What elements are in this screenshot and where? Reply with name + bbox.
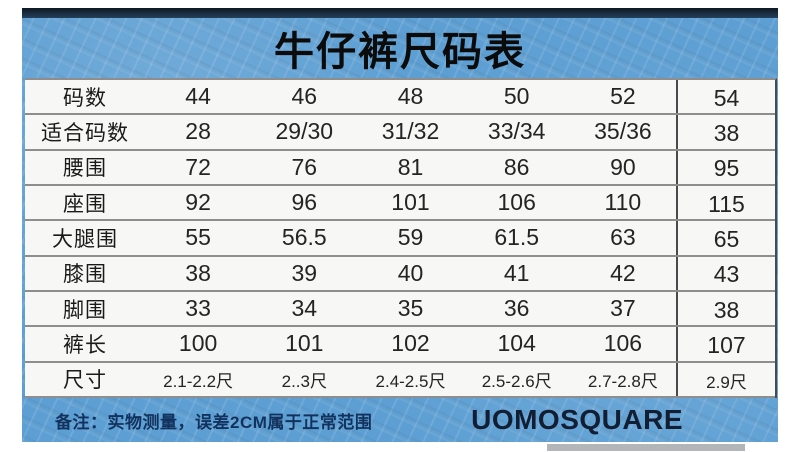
table-cell: 34 — [291, 295, 318, 322]
size-table: 码数 44 46 48 50 52 54 适合码数 28 29/30 31/32 33/34 35/36… — [25, 78, 777, 398]
table-cell: 33/34 — [487, 118, 546, 145]
table-cell: 104 — [497, 330, 536, 357]
table-cell: 107 — [675, 327, 775, 361]
table-cell: 61.5 — [494, 224, 540, 251]
table-cell: 2.5-2.6尺 — [481, 371, 552, 391]
row-label: 尺寸 — [63, 369, 107, 393]
table-cell: 96 — [291, 189, 318, 216]
row-label: 码数 — [63, 86, 107, 110]
table-cell: 2.9尺 — [675, 362, 775, 396]
table-cell: 42 — [610, 259, 636, 286]
top-bar — [22, 8, 778, 18]
table-cell: 28 — [185, 118, 211, 145]
table-cell: 37 — [610, 295, 636, 322]
table-cell: 54 — [675, 80, 775, 114]
table-row: 腰围 72 76 81 86 90 95 — [25, 150, 775, 186]
row-label: 座围 — [63, 192, 107, 216]
row-label: 大腿围 — [52, 227, 118, 251]
table-cell: 55 — [185, 224, 211, 251]
table-cell: 38 — [185, 259, 211, 286]
footer: 备注：实物测量，误差2CM属于正常范围 UOMOSQUARE — [22, 398, 778, 442]
table-cell: 41 — [503, 259, 530, 286]
table-cell: 101 — [391, 189, 430, 216]
page-title: 牛仔裤尺码表 — [274, 30, 526, 74]
table-cell: 33 — [185, 295, 211, 322]
table-cell: 35/36 — [594, 118, 652, 145]
table-row: 大腿围 55 56.5 59 61.5 63 65 — [25, 221, 775, 257]
table-cell: 102 — [391, 330, 430, 357]
table-cell: 115 — [675, 185, 775, 220]
table-cell: 2..3尺 — [281, 371, 327, 391]
table-cell: 56.5 — [281, 224, 327, 251]
table-cell: 29/30 — [275, 118, 334, 145]
table-row: 膝围 38 39 40 41 42 43 — [25, 256, 775, 292]
row-label: 适合码数 — [41, 121, 129, 145]
table-cell: 38 — [675, 291, 775, 326]
table-cell: 110 — [604, 189, 642, 216]
table-cell: 86 — [503, 153, 530, 180]
bottom-edge-strip — [547, 444, 745, 451]
table-cell: 90 — [610, 153, 636, 180]
table-cell: 72 — [185, 153, 211, 180]
table-cell: 43 — [675, 256, 775, 290]
table-row: 尺寸 2.1-2.2尺 2..3尺 2.4-2.5尺 2.5-2.6尺 2.7-2.8尺 2… — [25, 362, 775, 398]
table-row: 适合码数 28 29/30 31/32 33/34 35/36 38 — [25, 115, 775, 151]
row-label: 脚围 — [63, 298, 107, 322]
table-cell: 38 — [675, 115, 775, 149]
table-cell: 106 — [603, 330, 643, 357]
note-text: 备注：实物测量，误差2CM属于正常范围 — [55, 412, 373, 432]
table-row: 裤长 100 101 102 104 106 107 — [25, 327, 775, 363]
table-row: 码数 44 46 48 50 52 54 — [25, 80, 775, 116]
table-cell: 92 — [185, 189, 211, 216]
table-cell: 40 — [397, 259, 424, 286]
table-cell: 76 — [291, 153, 318, 180]
table-cell: 63 — [610, 224, 636, 251]
brand-text: UOMOSQUARE — [471, 404, 683, 435]
table-cell: 36 — [503, 295, 530, 322]
table-cell: 2.7-2.8尺 — [587, 371, 658, 391]
table-cell: 52 — [610, 83, 636, 110]
table-cell: 101 — [285, 330, 324, 357]
row-label: 腰围 — [63, 157, 107, 181]
table-row: 座围 92 96 101 106 110 115 — [25, 185, 775, 222]
blue-panel: 牛仔裤尺码表 码数 44 46 48 50 52 54 适合码数 28 29/30 31/32 33/… — [22, 8, 778, 442]
table-cell: 81 — [397, 153, 424, 180]
table-cell: 50 — [503, 83, 530, 110]
row-label: 膝围 — [63, 263, 107, 287]
table-cell: 2.4-2.5尺 — [375, 371, 446, 391]
table-cell: 106 — [497, 189, 536, 216]
table-cell: 48 — [397, 83, 424, 110]
table-row: 脚围 33 34 35 36 37 38 — [25, 291, 775, 328]
table-cell: 44 — [185, 83, 211, 110]
row-label: 裤长 — [63, 333, 107, 357]
table-cell: 100 — [178, 330, 218, 357]
table-cell: 65 — [675, 221, 775, 255]
table-cell: 39 — [291, 259, 318, 286]
table-cell: 59 — [397, 224, 424, 251]
table-cell: 46 — [291, 83, 318, 110]
table-cell: 95 — [675, 150, 775, 184]
table-cell: 35 — [397, 295, 424, 322]
table-cell: 31/32 — [381, 118, 440, 145]
table-cell: 2.1-2.2尺 — [163, 371, 234, 391]
